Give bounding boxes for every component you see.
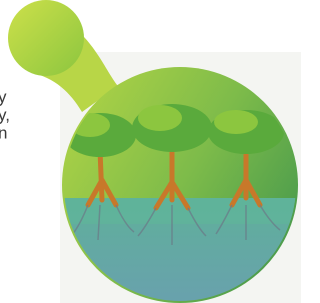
small-circle (8, 0, 84, 76)
water-surface (60, 198, 301, 224)
page: y y, n (() => { const data = JSON.parse(… (0, 0, 301, 303)
illustration: y y, n (0, 0, 301, 303)
text-fragment: y (0, 87, 7, 106)
text-fragment: y, (0, 105, 10, 124)
text-fragment: n (0, 123, 7, 142)
